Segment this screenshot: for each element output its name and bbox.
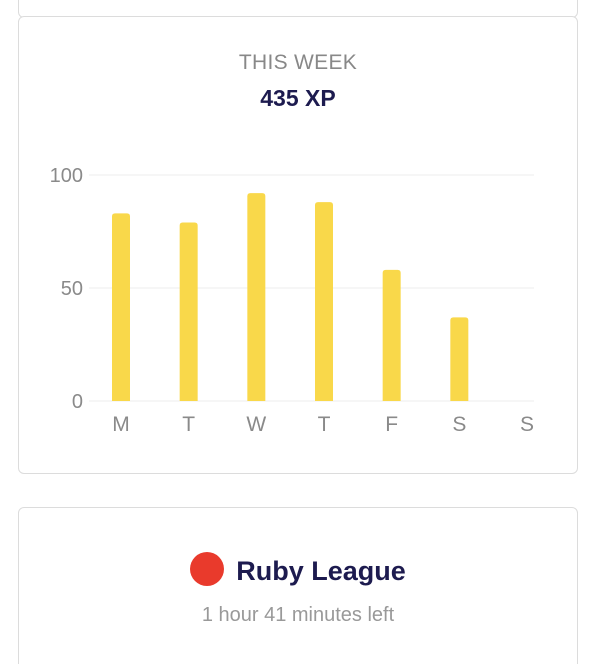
y-tick-label: 100 — [50, 165, 83, 187]
league-name: Ruby League — [236, 556, 406, 586]
x-tick-label: M — [112, 413, 130, 436]
x-tick-label: F — [385, 413, 398, 436]
x-tick-label: W — [246, 413, 266, 436]
x-tick-label: S — [452, 413, 466, 436]
bar — [179, 222, 198, 401]
ruby-league-badge-icon — [190, 552, 225, 586]
weekly-xp-chart: 0 50 100 M T W T F S S — [50, 165, 534, 436]
bar — [382, 269, 401, 401]
week-label: THIS WEEK — [238, 51, 358, 74]
league-card[interactable]: Ruby League 1 hour 41 minutes left — [18, 507, 578, 664]
x-tick-label: T — [182, 413, 195, 436]
x-tick-label: T — [318, 413, 331, 436]
weekly-xp-card: THIS WEEK 435 XP 0 50 100 M T W T F S S — [18, 16, 578, 474]
x-tick-label: S — [520, 413, 534, 436]
league-time-left: 1 hour 41 minutes left — [201, 604, 395, 626]
bar — [112, 213, 130, 401]
league-title: Ruby League — [19, 552, 577, 587]
bar — [315, 202, 333, 401]
week-xp-total: 435 XP — [260, 85, 336, 111]
y-tick-label: 50 — [61, 278, 83, 300]
y-tick-label: 0 — [72, 391, 83, 413]
bar — [247, 193, 266, 401]
bar — [450, 317, 469, 401]
